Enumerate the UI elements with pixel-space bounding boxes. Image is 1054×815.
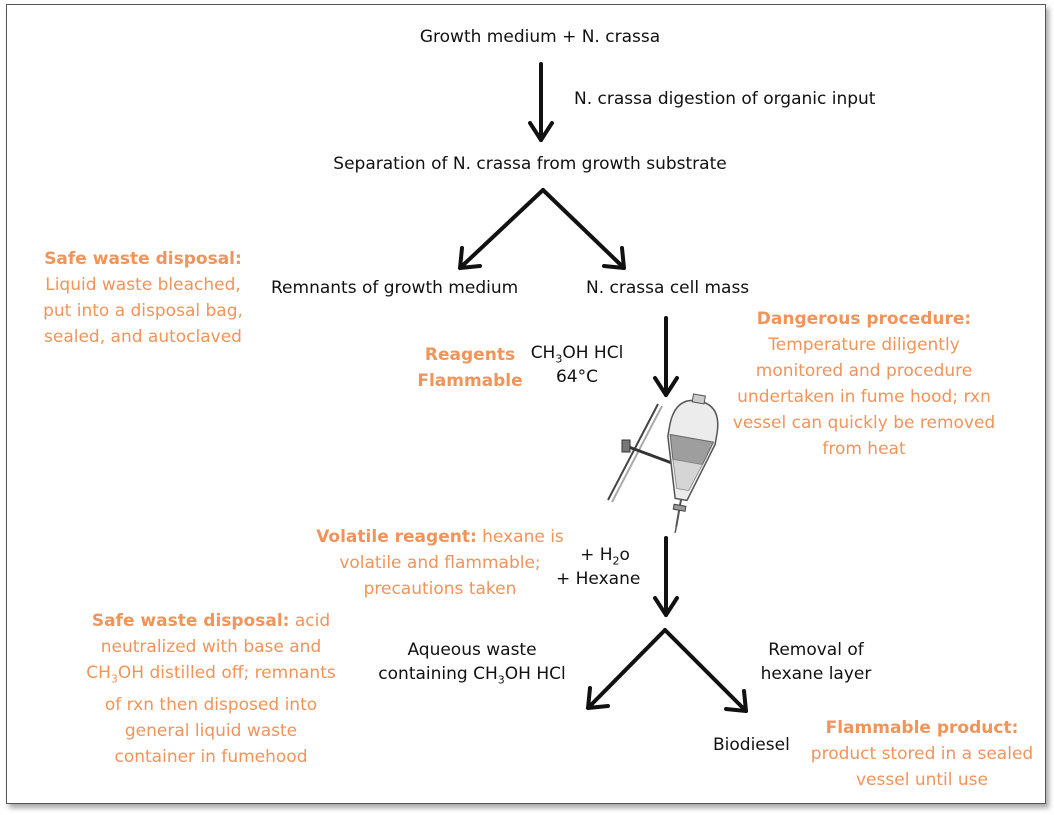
aqueous-waste-line2: containing CH3OH HCl: [378, 664, 566, 687]
note-dangerous-title: Dangerous procedure:: [756, 309, 972, 329]
step-separation: Separation of N. crassa from growth subs…: [333, 154, 727, 174]
note-line: Liquid waste bleached,: [45, 275, 241, 295]
note-safe-waste-1: Safe waste disposal: Liquid waste bleach…: [28, 246, 258, 350]
arrow-down-2: [653, 316, 679, 397]
product-biodiesel: Biodiesel: [713, 735, 790, 755]
note-line: CH3OH distilled off; remnants: [86, 663, 336, 686]
note-line: volatile and flammable;: [339, 553, 541, 573]
separatory-funnel-icon: [607, 393, 719, 534]
branch-remnants: Remnants of growth medium: [271, 278, 519, 298]
step-growth-medium: Growth medium + N. crassa: [419, 27, 661, 47]
note-dangerous-procedure: Dangerous procedure: Temperature diligen…: [724, 306, 1004, 462]
note-line: from heat: [822, 439, 906, 459]
removal-line1: Removal of: [768, 640, 864, 660]
arrow-fork-right-1: [541, 188, 626, 270]
removal-line2: hexane layer: [760, 664, 872, 684]
note-reagents-flammable: Reagents Flammable: [408, 342, 532, 394]
add-water: + H2o: [580, 545, 630, 568]
arrow-fork-left-2: [586, 628, 667, 710]
note-flammable-product: Flammable product: product stored in a s…: [808, 715, 1036, 793]
note-flammable-product-title: Flammable product:: [825, 718, 1019, 738]
note-line: neutralized with base and: [100, 637, 322, 657]
note-line: sealed, and autoclaved: [44, 327, 242, 347]
note-safe-waste-2: Safe waste disposal: acid neutralized wi…: [72, 608, 350, 770]
note-line: vessel can quickly be removed: [732, 413, 996, 433]
note-line: vessel until use: [856, 770, 988, 790]
step-digestion-label: N. crassa digestion of organic input: [574, 89, 876, 109]
note-line: container in fumehood: [114, 747, 308, 768]
branch-cell-mass: N. crassa cell mass: [586, 278, 750, 298]
note-volatile-title: Volatile reagent:: [316, 527, 477, 547]
note-line: put into a disposal bag,: [43, 301, 243, 321]
arrow-fork-left-1: [458, 188, 545, 270]
note-line: general liquid waste: [124, 721, 298, 742]
note-line: Safe waste disposal: acid: [72, 608, 350, 634]
note-safe-waste-1-title: Safe waste disposal:: [44, 249, 242, 269]
note-safe2-rest: acid: [289, 611, 331, 631]
note-flammable-title: Flammable: [417, 371, 523, 391]
note-volatile-reagent: Volatile reagent: hexane is volatile and…: [310, 524, 570, 602]
note-line: product stored in a sealed: [810, 744, 1034, 764]
arrow-down-3: [653, 536, 679, 617]
note-line: undertaken in fume hood; rxn: [737, 387, 991, 407]
note-line: Volatile reagent: hexane is: [310, 524, 570, 550]
note-safe-waste-2-title: Safe waste disposal:: [91, 611, 290, 631]
note-line: of rxn then disposed into: [104, 695, 318, 716]
diagram-frame: [6, 4, 1046, 804]
note-line: precautions taken: [363, 579, 517, 599]
note-line: monitored and procedure: [755, 361, 973, 381]
reagents-formula: CH3OH HCl: [530, 343, 624, 366]
add-hexane: + Hexane: [556, 569, 641, 589]
reaction-temperature: 64°C: [555, 367, 598, 387]
note-reagents-title: Reagents: [424, 345, 516, 365]
note-line: Temperature diligently: [768, 335, 960, 355]
arrow-down-1: [528, 62, 554, 142]
aqueous-waste-line1: Aqueous waste: [407, 640, 537, 660]
arrow-fork-right-2: [663, 628, 748, 713]
note-volatile-rest: hexane is: [476, 527, 564, 547]
